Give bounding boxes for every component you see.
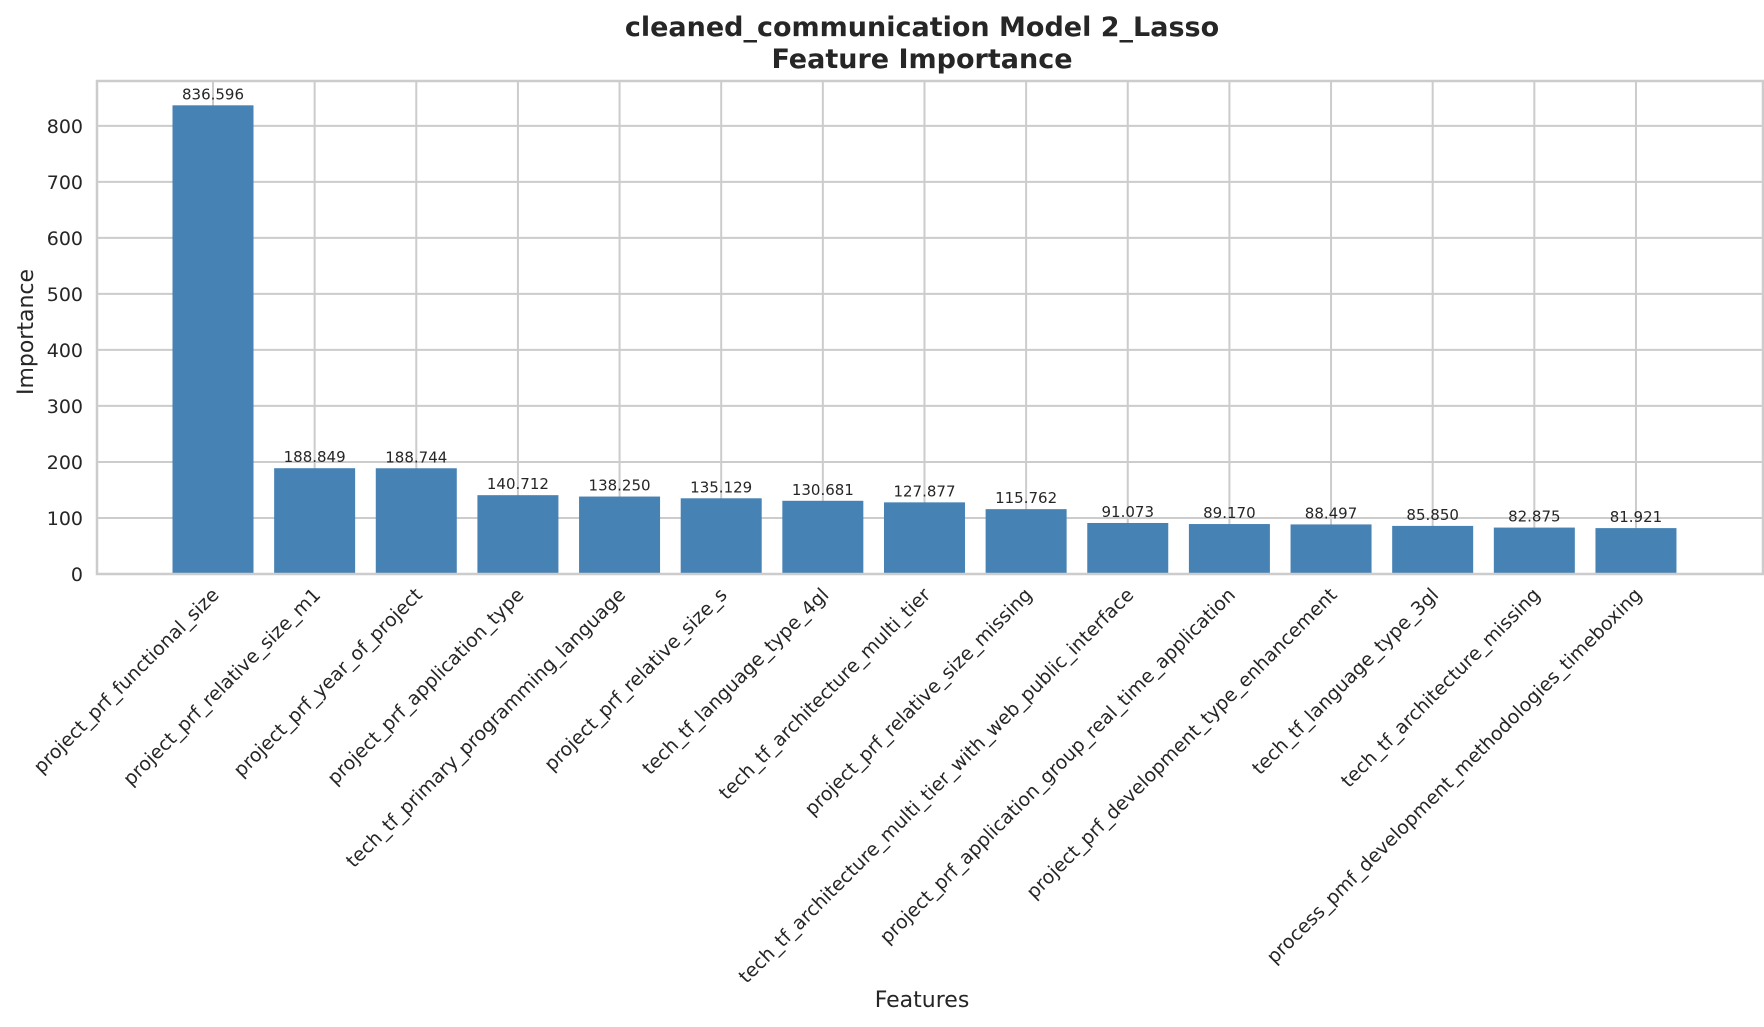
x-tick-layer: project_prf_functional_sizeproject_prf_r… bbox=[30, 584, 1647, 988]
x-tick-label: process_pmf_development_methodologies_ti… bbox=[1262, 584, 1646, 968]
bar bbox=[579, 496, 661, 574]
bar-value-label: 140.712 bbox=[487, 475, 549, 493]
bar bbox=[1087, 522, 1169, 574]
chart-title-line-1: cleaned_communication Model 2_Lasso bbox=[625, 12, 1219, 43]
y-tick-label: 400 bbox=[47, 340, 83, 362]
bar-value-label: 130.681 bbox=[792, 481, 854, 499]
bar-value-label: 85.850 bbox=[1406, 506, 1459, 524]
bar bbox=[782, 500, 864, 574]
x-tick-label: tech_tf_architecture_multi_tier bbox=[715, 584, 935, 804]
bar-value-label: 91.073 bbox=[1102, 503, 1155, 521]
x-tick-label: project_prf_relative_size_m1 bbox=[119, 584, 325, 790]
bar bbox=[680, 498, 762, 574]
x-tick-label: tech_tf_architecture_multi_tier_with_web… bbox=[735, 584, 1139, 988]
y-tick-label: 600 bbox=[47, 228, 83, 250]
y-tick-label: 800 bbox=[47, 116, 83, 138]
bar-value-label: 89.170 bbox=[1203, 504, 1256, 522]
y-tick-label: 100 bbox=[47, 508, 83, 530]
bar-value-label: 115.762 bbox=[995, 489, 1057, 507]
x-tick-label: project_prf_relative_size_s bbox=[540, 584, 732, 776]
y-axis-label: Importance bbox=[14, 269, 39, 395]
bar-value-label: 127.877 bbox=[893, 482, 955, 500]
bar-layer bbox=[172, 105, 1677, 574]
bar-value-label: 135.129 bbox=[690, 478, 752, 496]
x-axis-label: Features bbox=[875, 988, 970, 1013]
x-tick-label: project_prf_year_of_project bbox=[229, 584, 426, 781]
x-tick-label: tech_tf_architecture_missing bbox=[1337, 584, 1545, 792]
plot-frame bbox=[95, 79, 1764, 576]
bar-value-label: 88.497 bbox=[1305, 504, 1358, 522]
bar bbox=[985, 509, 1067, 574]
y-tick-label: 0 bbox=[71, 564, 83, 586]
x-tick-label: project_prf_application_group_real_time_… bbox=[876, 584, 1240, 948]
x-tick-label: project_prf_functional_size bbox=[30, 584, 224, 778]
chart-title-line-2: Feature Importance bbox=[771, 44, 1072, 75]
bar bbox=[1188, 524, 1270, 574]
value-label-layer: 836.596 188.849 188.744 140.712 138.250 135.1… bbox=[182, 85, 1662, 526]
bar bbox=[375, 468, 457, 574]
y-tick-label: 500 bbox=[47, 284, 83, 306]
bar bbox=[1290, 524, 1372, 574]
bar bbox=[1392, 525, 1474, 574]
bar bbox=[1595, 528, 1677, 574]
bar bbox=[274, 468, 356, 574]
x-tick-label: project_prf_relative_size_missing bbox=[800, 584, 1036, 820]
bar-value-label: 188.849 bbox=[284, 448, 346, 466]
bar-value-label: 188.744 bbox=[385, 448, 447, 466]
y-tick-label: 300 bbox=[47, 396, 83, 418]
y-tick-label: 700 bbox=[47, 172, 83, 194]
bar-value-label: 81.921 bbox=[1610, 508, 1663, 526]
bar-value-label: 836.596 bbox=[182, 85, 244, 103]
x-tick-label: tech_tf_language_type_4gl bbox=[638, 584, 833, 779]
x-tick-label: project_prf_application_type bbox=[323, 584, 528, 789]
bar bbox=[477, 495, 559, 574]
y-tick-layer: 0 100 200 300 400 500 600 700 800 bbox=[47, 116, 83, 586]
bar bbox=[172, 105, 254, 574]
bar-value-label: 82.875 bbox=[1508, 508, 1561, 526]
bar bbox=[883, 502, 965, 574]
bar-value-label: 138.250 bbox=[589, 477, 651, 495]
grid-layer bbox=[97, 81, 1763, 575]
bar bbox=[1493, 527, 1575, 574]
x-tick-label: tech_tf_language_type_3gl bbox=[1248, 584, 1443, 779]
y-tick-label: 200 bbox=[47, 452, 83, 474]
